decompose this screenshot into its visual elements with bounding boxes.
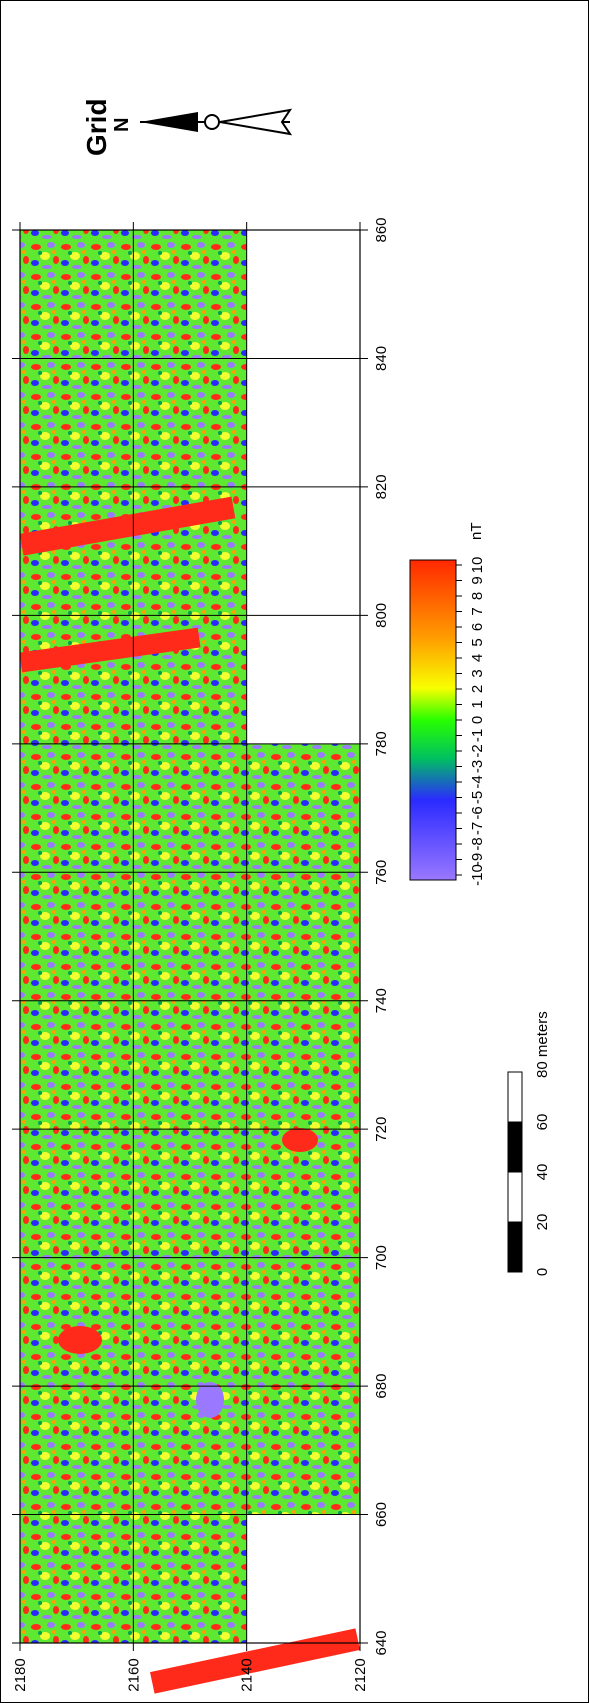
linear-anomaly-west: [19, 627, 201, 673]
legend-tick-label: -5: [469, 791, 486, 804]
survey-blocks: [20, 230, 360, 1643]
x-tick-label: 800: [373, 603, 390, 628]
x-tick-label: 740: [373, 988, 390, 1013]
legend-tick-label: -8: [469, 837, 486, 850]
x-tick-label: 700: [373, 1245, 390, 1270]
legend-tick-label: -2: [469, 744, 486, 757]
north-label: N: [111, 118, 133, 132]
legend-tick-label: 2: [469, 685, 486, 693]
x-tick-label: 860: [373, 217, 390, 242]
scale-bar-tick-label: 40: [534, 1164, 551, 1181]
linear-anomaly-south: [150, 1628, 360, 1694]
x-tick-label: 760: [373, 860, 390, 885]
legend-tick-label: 10: [469, 557, 486, 574]
map-grid: [12, 222, 368, 1651]
y-axis-tick-labels: 2180 2160 2140 2120: [12, 1658, 369, 1691]
x-tick-label: 660: [373, 1502, 390, 1527]
legend-tick-label: -1: [469, 729, 486, 742]
dipole-anomaly: [196, 1382, 224, 1418]
x-tick-label: 840: [373, 346, 390, 371]
x-tick-label: 820: [373, 474, 390, 499]
anomaly-features: [19, 496, 360, 1694]
legend-tick-label: 4: [469, 654, 486, 662]
legend-tick-label: 8: [469, 592, 486, 600]
x-tick-label: 780: [373, 731, 390, 756]
y-tick-label: 2180: [12, 1658, 29, 1691]
legend-tick-label: 3: [469, 669, 486, 677]
x-axis-tick-labels: 640 660 680 700 720 740 760 780 800 820 840 860: [373, 217, 390, 1655]
legend-tick-label: 1: [469, 700, 486, 708]
scale-bar: [507, 1071, 523, 1273]
north-arrow-icon: [140, 108, 293, 136]
legend-tick-label: -9: [469, 853, 486, 866]
x-tick-label: 640: [373, 1630, 390, 1655]
x-tick-label: 680: [373, 1374, 390, 1399]
legend-tick-label: 5: [469, 638, 486, 646]
legend-tick-label: 6: [469, 623, 486, 631]
scale-bar-tick-label: 0: [534, 1268, 551, 1276]
legend-unit: nT: [468, 522, 485, 540]
legend-tick-label: 7: [469, 607, 486, 615]
y-tick-label: 2160: [125, 1658, 142, 1691]
dipole-anomaly: [58, 1326, 102, 1354]
legend-tick-label: -4: [469, 775, 486, 788]
x-tick-label: 720: [373, 1117, 390, 1142]
y-tick-label: 2140: [239, 1658, 256, 1691]
legend-tick-label: 9: [469, 576, 486, 584]
map-title: Grid: [81, 98, 112, 156]
scale-bar-tick-label: 60: [534, 1114, 551, 1131]
y-tick-label: 2120: [352, 1658, 369, 1691]
legend-tick-label: -3: [469, 760, 486, 773]
linear-anomaly-central: [19, 496, 236, 556]
legend-tick-label: -6: [469, 806, 486, 819]
dipole-anomaly: [282, 1128, 318, 1152]
legend-tick-label: 0: [469, 716, 486, 724]
legend-color-bar: [409, 559, 457, 881]
scale-bar-tick-label: 20: [534, 1214, 551, 1231]
legend-tick-label: -10: [469, 864, 486, 886]
scale-bar-tick-labels: 0 20 40 60: [534, 1114, 551, 1277]
scale-bar-end-label: 80 meters: [534, 1011, 551, 1078]
legend-tick-label: -7: [469, 822, 486, 835]
